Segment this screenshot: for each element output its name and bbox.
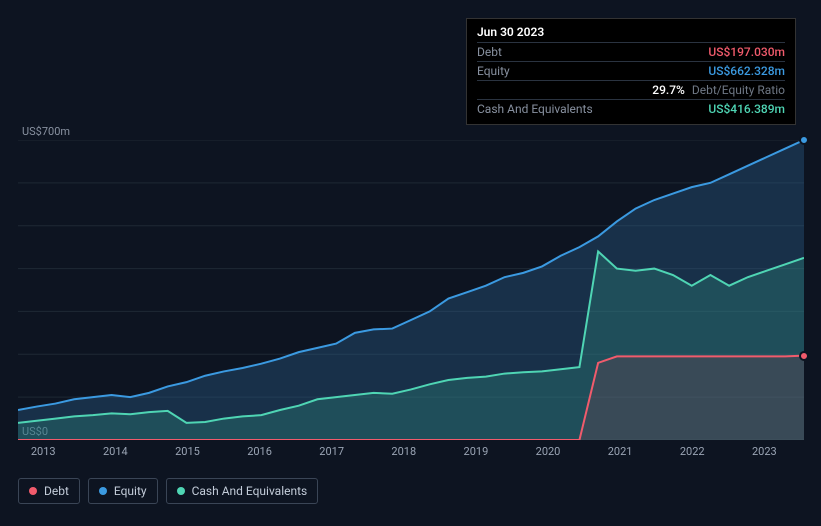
- series-end-marker: [799, 351, 809, 361]
- legend-item-debt[interactable]: Debt: [18, 478, 80, 504]
- chart-svg: [18, 140, 804, 440]
- legend-item-equity[interactable]: Equity: [88, 478, 158, 504]
- x-axis-tick: 2013: [31, 445, 56, 458]
- x-axis-tick: 2015: [175, 445, 200, 458]
- x-axis-tick: 2022: [680, 445, 705, 458]
- legend-label: Debt: [44, 484, 69, 498]
- legend-dot-icon: [99, 487, 107, 495]
- tooltip-row-label: Cash And Equivalents: [477, 102, 593, 116]
- tooltip-row-value: 29.7%: [652, 83, 685, 97]
- series-end-marker: [799, 135, 809, 145]
- tooltip-row: Debt US$197.030m: [477, 42, 785, 61]
- chart-plot-area[interactable]: [18, 140, 804, 444]
- tooltip-row-value-wrap: 29.7% Debt/Equity Ratio: [652, 83, 785, 97]
- tooltip-row-label: Debt: [477, 45, 502, 59]
- y-axis-label-max: US$700m: [22, 125, 70, 138]
- tooltip-row-value-wrap: US$662.328m: [708, 64, 785, 78]
- x-axis-tick: 2021: [608, 445, 633, 458]
- legend-dot-icon: [29, 487, 37, 495]
- tooltip-row-value: US$662.328m: [708, 64, 785, 78]
- x-axis-tick: 2023: [752, 445, 777, 458]
- x-axis-tick: 2020: [536, 445, 561, 458]
- tooltip-row-suffix: Debt/Equity Ratio: [689, 83, 785, 97]
- tooltip-row-value-wrap: US$197.030m: [708, 45, 785, 59]
- tooltip-row-value: US$197.030m: [708, 45, 785, 59]
- x-axis-tick: 2019: [464, 445, 489, 458]
- x-axis-tick: 2017: [319, 445, 344, 458]
- tooltip-row-label: Equity: [477, 64, 510, 78]
- legend-label: Cash And Equivalents: [192, 484, 308, 498]
- tooltip-date: Jun 30 2023: [477, 25, 785, 42]
- x-axis-tick: 2018: [391, 445, 416, 458]
- tooltip-row: Equity US$662.328m: [477, 61, 785, 80]
- x-axis-tick: 2014: [103, 445, 128, 458]
- tooltip-row: 29.7% Debt/Equity Ratio: [477, 80, 785, 99]
- tooltip-row-value-wrap: US$416.389m: [708, 102, 785, 116]
- legend-dot-icon: [177, 487, 185, 495]
- legend-label: Equity: [114, 484, 147, 498]
- x-axis-tick: 2016: [247, 445, 272, 458]
- tooltip-row-value: US$416.389m: [708, 102, 785, 116]
- tooltip-row: Cash And Equivalents US$416.389m: [477, 99, 785, 118]
- legend-item-cash-and-equivalents[interactable]: Cash And Equivalents: [166, 478, 319, 504]
- chart-legend: Debt Equity Cash And Equivalents: [18, 478, 318, 504]
- tooltip-rows: Debt US$197.030m Equity US$662.328m 29.7% De…: [477, 42, 785, 118]
- chart-tooltip: Jun 30 2023 Debt US$197.030m Equity US$662.…: [466, 18, 796, 125]
